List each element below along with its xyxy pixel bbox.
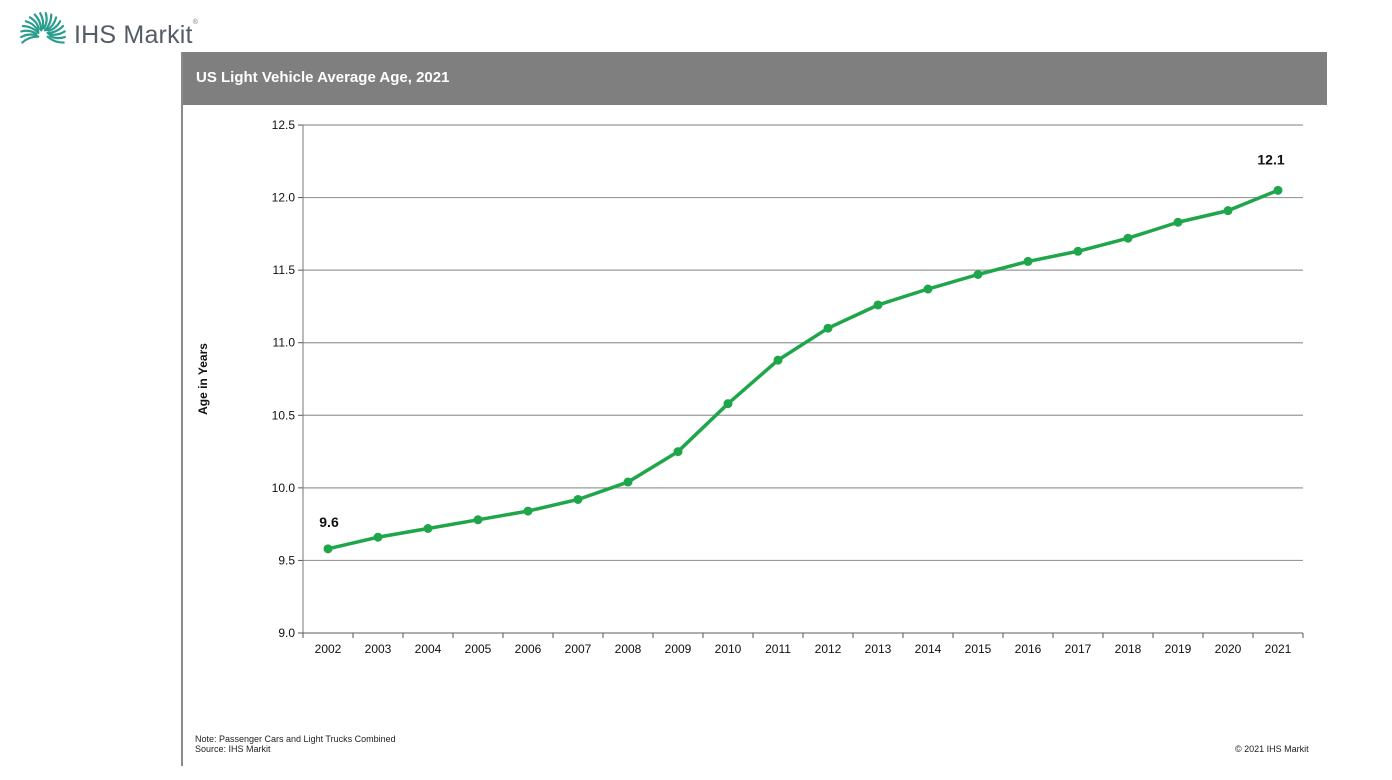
data-point xyxy=(873,300,883,310)
logo-ray xyxy=(21,35,40,44)
x-tick-label: 2011 xyxy=(765,642,791,656)
copyright-text: © 2021 IHS Markit xyxy=(1235,744,1309,754)
logo-ray xyxy=(19,33,39,39)
x-tick-label: 2007 xyxy=(565,642,592,656)
x-tick-label: 2008 xyxy=(615,642,642,656)
logo-ray xyxy=(28,16,40,31)
data-point xyxy=(773,355,783,365)
data-point xyxy=(323,544,333,554)
starburst-logo-icon xyxy=(19,12,67,44)
y-tick-label: 12.5 xyxy=(272,118,296,132)
logo-ray xyxy=(47,30,66,36)
y-tick-label: 9.0 xyxy=(278,626,295,640)
logo-ray xyxy=(33,13,43,32)
y-tick-label: 10.5 xyxy=(272,408,296,422)
chart-title: US Light Vehicle Average Age, 2021 xyxy=(196,69,450,86)
data-point xyxy=(1223,206,1233,216)
logo-ray xyxy=(45,16,58,32)
data-point xyxy=(1023,256,1033,266)
logo-ray xyxy=(46,24,65,35)
logo-trademark: ® xyxy=(192,18,199,26)
logo-text: IHS Markit® xyxy=(74,18,199,49)
data-point xyxy=(673,447,683,457)
x-tick-label: 2013 xyxy=(865,642,892,656)
y-tick-label: 10.0 xyxy=(272,481,296,495)
data-point xyxy=(723,399,733,409)
logo-ray xyxy=(47,20,62,32)
x-tick-label: 2012 xyxy=(815,642,842,656)
data-point xyxy=(373,532,383,542)
data-point xyxy=(1073,246,1083,256)
data-point xyxy=(423,523,433,533)
logo-ray xyxy=(43,13,53,32)
y-axis-label: Age in Years xyxy=(196,343,210,415)
y-tick-label: 11.0 xyxy=(273,336,296,350)
logo-ray xyxy=(46,35,65,44)
logo: IHS Markit® xyxy=(18,10,198,60)
logo-ray xyxy=(21,24,40,35)
y-tick-label: 12.0 xyxy=(272,191,296,205)
x-tick-label: 2021 xyxy=(1265,642,1292,656)
x-tick-label: 2009 xyxy=(665,642,692,656)
x-tick-label: 2004 xyxy=(415,642,442,656)
data-label: 9.6 xyxy=(319,514,339,530)
data-point xyxy=(923,284,933,294)
x-tick-label: 2006 xyxy=(515,642,542,656)
x-tick-label: 2002 xyxy=(315,642,342,656)
logo-ray xyxy=(20,29,38,35)
data-point xyxy=(473,515,483,525)
logo-ray xyxy=(48,34,67,40)
data-point xyxy=(1173,217,1183,227)
logo-ray xyxy=(24,20,40,33)
x-tick-label: 2017 xyxy=(1065,642,1092,656)
note-line: Note: Passenger Cars and Light Trucks Co… xyxy=(195,734,396,744)
data-point xyxy=(1273,185,1283,195)
chart-panel: US Light Vehicle Average Age, 2021 9.0 9.… xyxy=(181,52,1327,766)
x-tick-label: 2016 xyxy=(1015,642,1042,656)
chart-note: Note: Passenger Cars and Light Trucks Co… xyxy=(195,734,396,754)
data-point xyxy=(973,269,983,279)
x-tick-label: 2005 xyxy=(465,642,492,656)
data-point xyxy=(1123,233,1133,243)
y-tick-label: 11.5 xyxy=(273,263,296,277)
data-point xyxy=(623,477,633,487)
x-tick-label: 2019 xyxy=(1165,642,1192,656)
data-label: 12.1 xyxy=(1257,151,1284,167)
data-point xyxy=(523,506,533,516)
series-line xyxy=(326,188,1280,551)
y-tick-label: 9.5 xyxy=(278,553,295,567)
x-tick-label: 2018 xyxy=(1115,642,1142,656)
x-tick-label: 2003 xyxy=(365,642,392,656)
x-tick-label: 2020 xyxy=(1215,642,1242,656)
logo-ray xyxy=(42,12,48,30)
x-tick-label: 2015 xyxy=(965,642,992,656)
source-line: Source: IHS Markit xyxy=(195,744,271,754)
x-tick-label: 2010 xyxy=(715,642,742,656)
line-chart: 9.0 9.5 10.0 10.5 11.0 11.5 12.0 12.5 2002 2003 20… xyxy=(196,118,1304,656)
logo-ray xyxy=(39,12,45,31)
x-tick-label: 2014 xyxy=(915,642,942,656)
data-point xyxy=(823,323,833,333)
data-point xyxy=(573,494,583,504)
chart-title-bar: US Light Vehicle Average Age, 2021 xyxy=(183,52,1327,105)
